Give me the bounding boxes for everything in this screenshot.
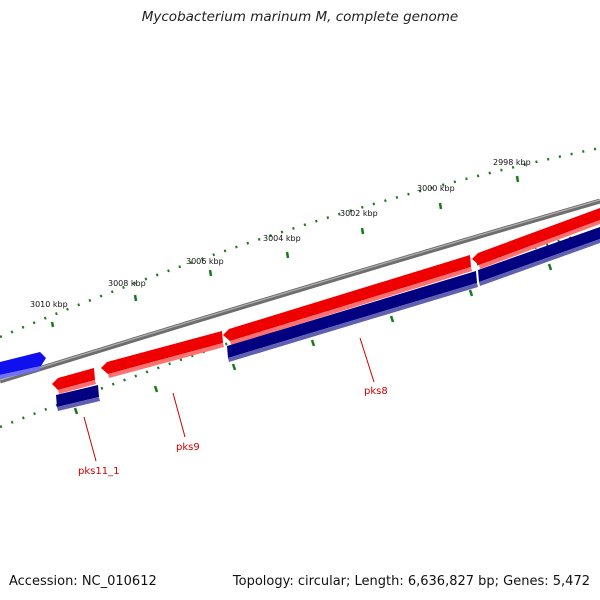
gene-label-pks11-1[interactable]: pks11_1 xyxy=(78,466,119,477)
scale-label: 3004 kbp xyxy=(263,234,301,243)
gene-label-pks9[interactable]: pks9 xyxy=(176,442,200,453)
forward-cds-next xyxy=(472,208,600,265)
scale-label: 3010 kbp xyxy=(30,300,68,309)
forward-cds-pks8 xyxy=(223,255,471,341)
scale-label: 2998 kbp xyxy=(493,158,531,167)
scale-label: 3002 kbp xyxy=(340,209,378,218)
label-connectors xyxy=(83,337,375,462)
scale-label: 3006 kbp xyxy=(186,257,224,266)
forward-cds-pks11-1 xyxy=(52,368,95,390)
forward-cds-pks9 xyxy=(101,331,223,374)
gene-pks11-1 xyxy=(56,385,99,407)
gene-pks8-pks9 xyxy=(227,271,477,358)
gene-label-pks8[interactable]: pks8 xyxy=(364,386,388,397)
scale-label: 3000 kbp xyxy=(417,184,455,193)
map-title: Mycobacterium marinum M, complete genome xyxy=(141,9,459,25)
genome-backbone xyxy=(0,198,600,384)
accession-text: Accession: NC_010612 xyxy=(9,574,157,589)
inner-tick-ring xyxy=(0,228,600,429)
gene-next xyxy=(478,227,600,282)
scale-label: 3008 kbp xyxy=(108,279,146,288)
gene-track[interactable] xyxy=(56,227,600,411)
reverse-cds-track[interactable] xyxy=(0,352,46,379)
forward-cds-track[interactable] xyxy=(52,208,600,394)
outer-tick-ring xyxy=(0,146,600,339)
reverse-cds-left xyxy=(0,352,46,375)
genome-summary-text: Topology: circular; Length: 6,636,827 bp… xyxy=(232,574,590,589)
